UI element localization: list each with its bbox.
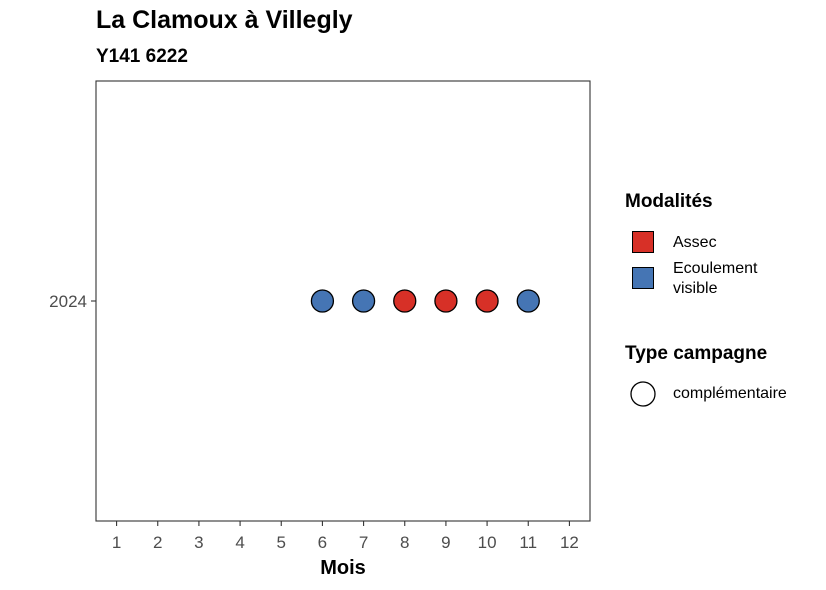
x-tick-label: 8 (400, 533, 409, 552)
legend-shape-circle-open (630, 381, 656, 407)
y-tick-label: 2024 (49, 292, 87, 311)
x-axis-title: Mois (320, 557, 366, 579)
legend-label-complementaire: complémentaire (673, 385, 787, 402)
x-tick-label: 6 (318, 533, 327, 552)
data-point (516, 289, 540, 313)
legend-title-modalites: Modalités (625, 191, 713, 212)
x-tick-label: 7 (359, 533, 368, 552)
x-tick-label: 10 (478, 533, 497, 552)
x-tick-label: 2 (153, 533, 162, 552)
data-points (310, 289, 540, 313)
x-tick-label: 3 (194, 533, 203, 552)
chart-subtitle: Y141 6222 (96, 46, 188, 67)
data-point (393, 289, 417, 313)
x-tick-label: 11 (519, 533, 537, 552)
x-tick-label: 1 (112, 533, 121, 552)
x-tick-label: 4 (235, 533, 244, 552)
data-point (310, 289, 335, 313)
x-axis: 1 2 3 4 5 6 7 8 9 10 11 12 (112, 521, 579, 552)
x-tick-label: 9 (441, 533, 450, 552)
data-point (475, 289, 499, 313)
y-axis: 2024 (49, 292, 96, 311)
legend-title-type-campagne: Type campagne (625, 343, 768, 364)
data-point (434, 289, 458, 313)
chart-title: La Clamoux à Villegly (96, 6, 353, 34)
legend-label-line-2: visible (673, 280, 718, 297)
legend-swatch-assec (632, 231, 654, 253)
legend-label-ecoulement-visible: Ecoulement visible (673, 259, 758, 299)
legend-swatch-ecoulement-visible (632, 267, 654, 289)
legend-label-assec: Assec (673, 234, 717, 251)
plot-panel (95, 80, 591, 522)
x-tick-label: 5 (277, 533, 286, 552)
x-tick-label: 12 (560, 533, 579, 552)
legend-label-line-1: Ecoulement (673, 260, 758, 277)
data-point (351, 289, 376, 313)
